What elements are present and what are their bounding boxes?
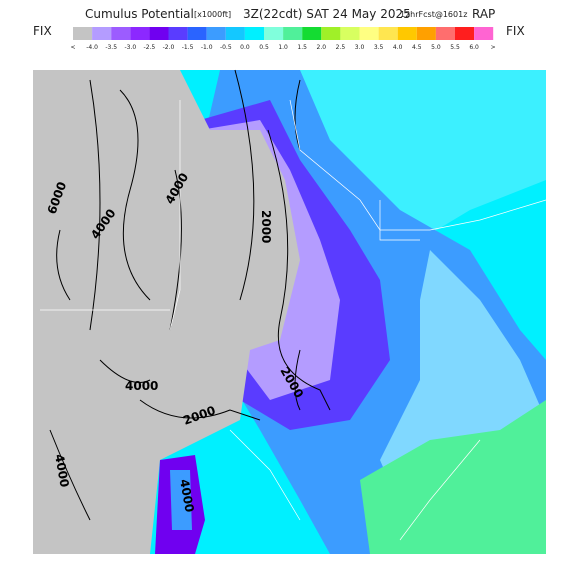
blue-spot [170,470,192,530]
color-legend: < -4.0 -3.5 -3.0 -2.5 -2.0 -1.5 -1.0 -0.5 0.0 0.5 1… [70,27,496,51]
legend-swatch [321,27,341,40]
legend-label: 0.5 [259,44,269,51]
legend-swatch [244,27,264,40]
legend-label: 5.0 [431,44,441,51]
legend-label: -2.0 [163,44,175,51]
legend-swatch [378,27,398,40]
legend-swatch [206,27,226,40]
legend-swatch [92,27,112,40]
legend-swatch [455,27,475,40]
legend-swatch [359,27,379,40]
legend-swatch [474,27,494,40]
legend-swatch [111,27,131,40]
legend-label: -3.0 [124,44,136,51]
legend-label: 0.0 [240,44,250,51]
legend-swatch [187,27,207,40]
legend-label: 2.5 [336,44,346,51]
legend-swatch [225,27,245,40]
legend-label: -1.5 [182,44,194,51]
legend-swatch [73,27,93,40]
legend-label: -3.5 [105,44,117,51]
legend-label: 2.0 [317,44,327,51]
legend-swatch [130,27,150,40]
legend-swatch [283,27,303,40]
cyan-region [290,70,546,240]
valid-time: 3Z(22cdt) SAT 24 May 2025 [243,7,411,21]
legend-swatch [302,27,322,40]
fix-left: FIX [33,24,52,38]
contour-label: 4000 [52,453,72,488]
contour-label: 4000 [125,379,158,393]
legend-swatch [416,27,436,40]
legend-swatch [168,27,188,40]
legend-swatch [435,27,455,40]
fix-right: FIX [506,24,525,38]
units: [x1000ft] [194,10,231,19]
title: Cumulus Potential [85,7,194,21]
model: RAP [472,7,495,21]
legend-label: 1.5 [297,44,307,51]
legend-swatch [149,27,169,40]
legend-label: 4.5 [412,44,422,51]
legend-label: -2.5 [144,44,156,51]
legend-label: 4.0 [393,44,403,51]
legend-swatch [264,27,284,40]
legend-label: 1.0 [278,44,288,51]
legend-swatch [340,27,360,40]
legend-label: -4.0 [86,44,98,51]
forecast: 12hrFcst@1601z [400,10,467,19]
contours [40,69,547,541]
legend-label: 3.0 [355,44,365,51]
legend-label: -1.0 [201,44,213,51]
legend-label: 3.5 [374,44,384,51]
legend-swatch [397,27,417,40]
green-region [360,400,546,554]
legend-label: 6.0 [469,44,479,51]
legend-label: > [491,44,496,51]
contour-label: 2000 [259,210,273,243]
legend-label: -0.5 [220,44,232,51]
contour-label: 4000 [177,478,197,513]
legend-label: 5.5 [450,44,460,51]
legend-label: < [70,44,75,51]
